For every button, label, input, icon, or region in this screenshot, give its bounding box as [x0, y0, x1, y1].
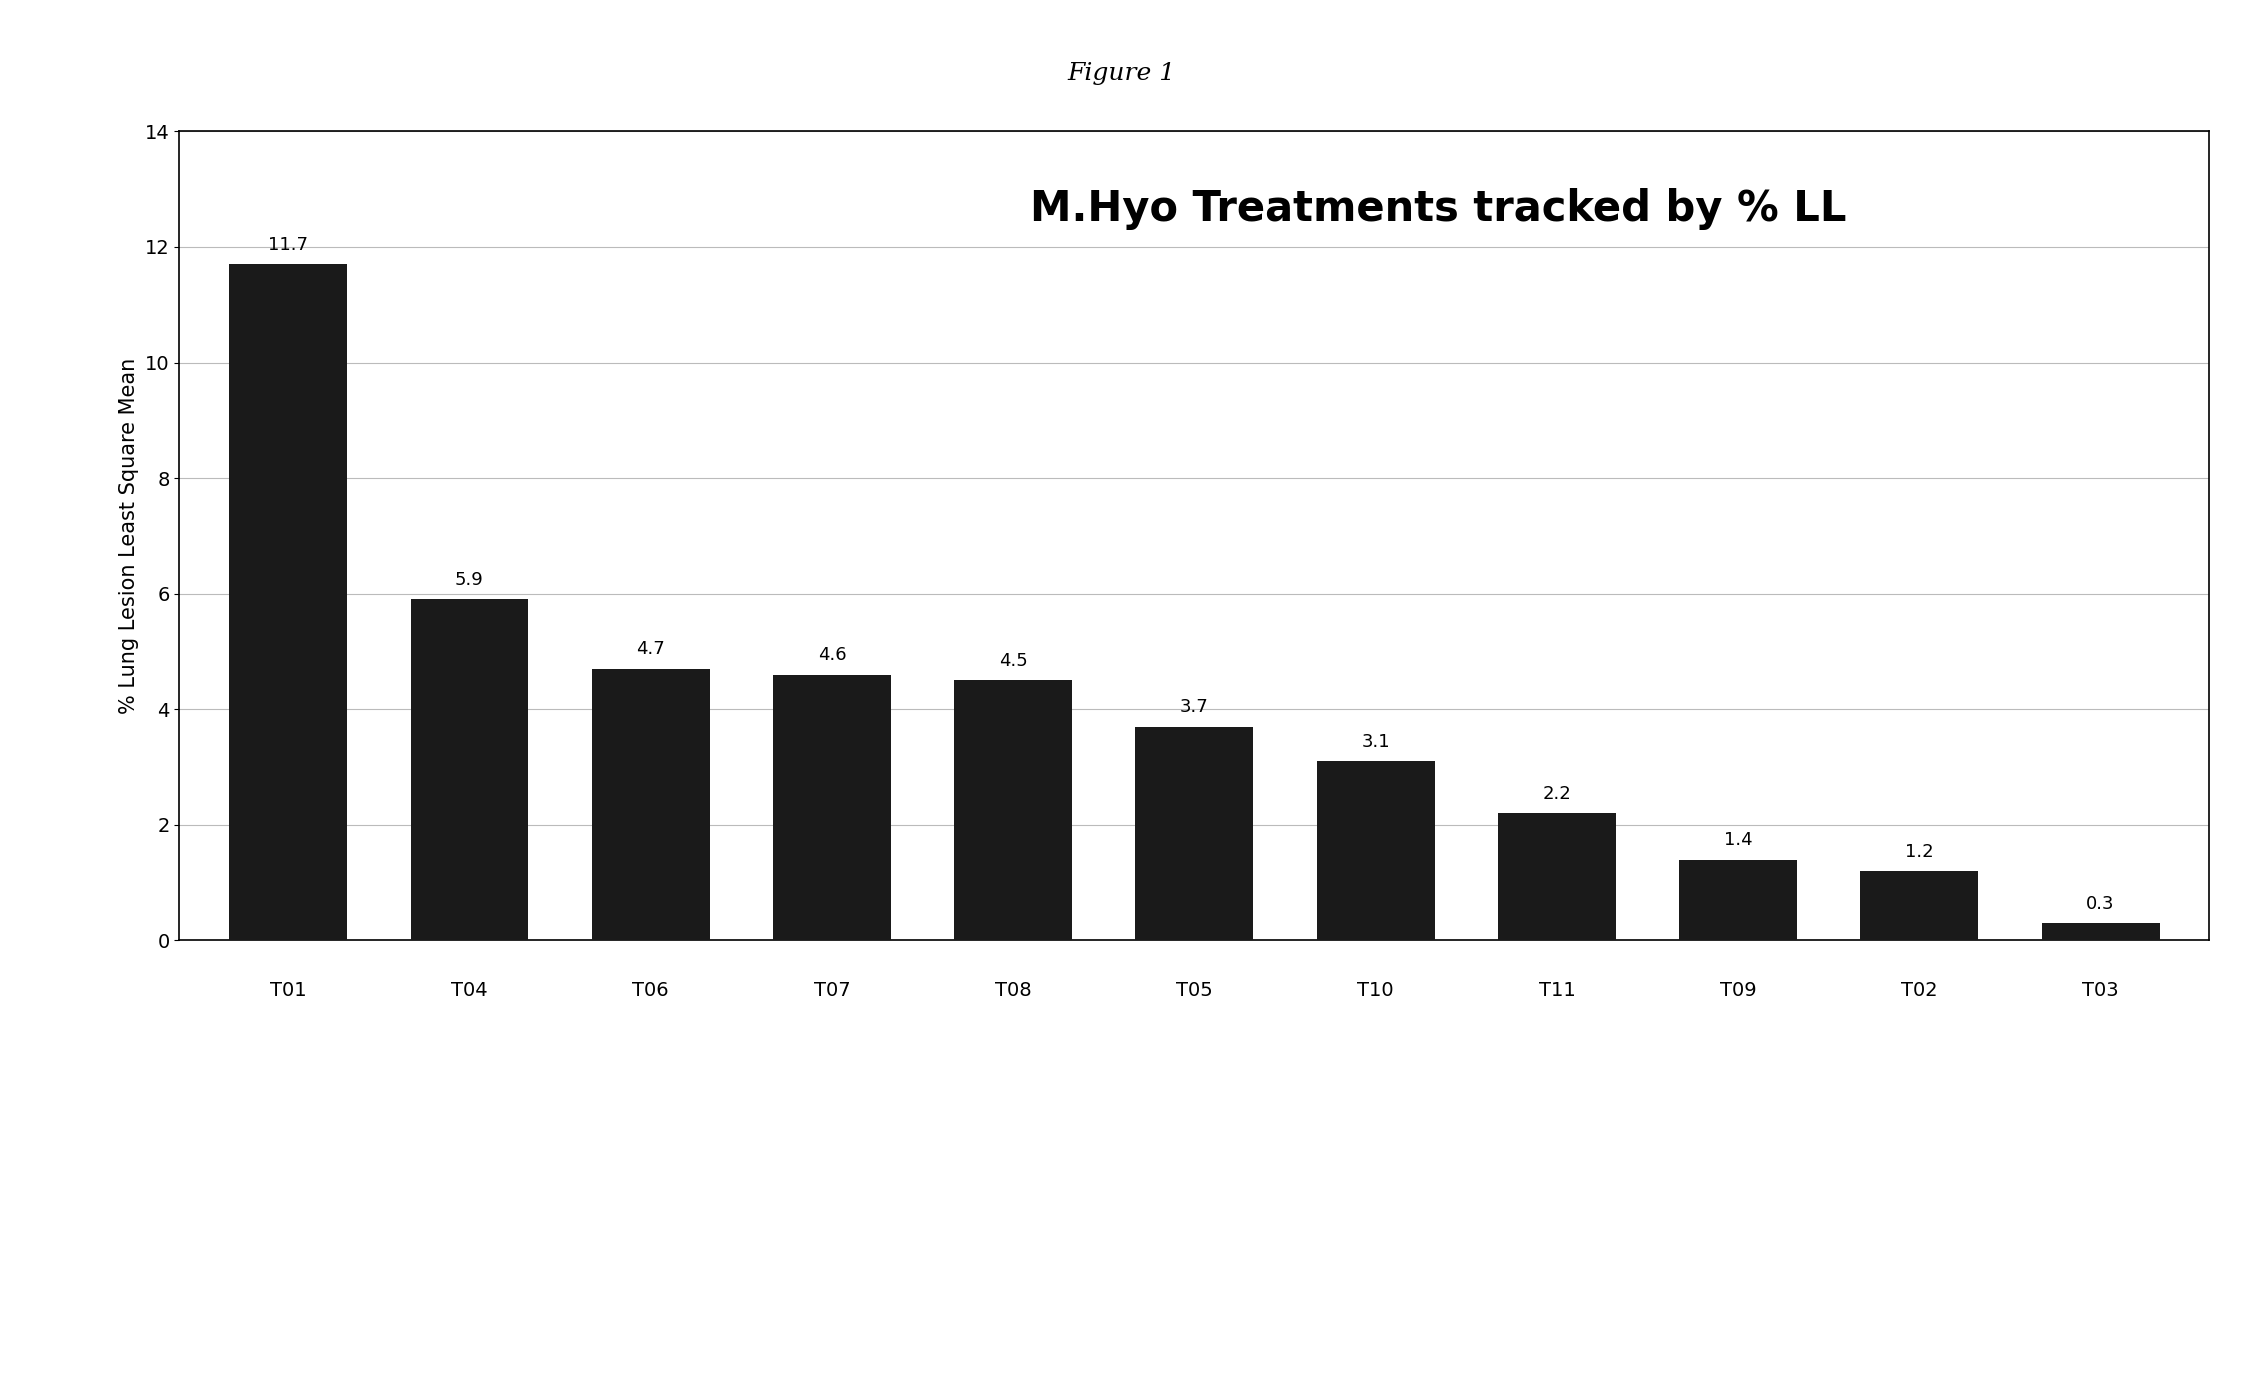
Bar: [229, 264, 348, 940]
Bar: [774, 675, 890, 940]
Bar: [1859, 871, 1978, 940]
Y-axis label: % Lung Lesion Least Square Mean: % Lung Lesion Least Square Mean: [119, 358, 139, 714]
Bar: [410, 599, 529, 940]
Bar: [953, 680, 1072, 940]
Text: 4.5: 4.5: [998, 651, 1027, 669]
Bar: [1680, 859, 1797, 940]
Text: 3.7: 3.7: [1180, 698, 1209, 716]
Text: T09: T09: [1720, 981, 1756, 1000]
Text: Figure 1: Figure 1: [1068, 62, 1175, 86]
Text: T02: T02: [1902, 981, 1938, 1000]
Text: T11: T11: [1539, 981, 1575, 1000]
Text: T10: T10: [1357, 981, 1393, 1000]
Text: T05: T05: [1175, 981, 1213, 1000]
Bar: [592, 669, 709, 940]
Bar: [1317, 761, 1436, 940]
Text: T06: T06: [633, 981, 668, 1000]
Text: 5.9: 5.9: [455, 571, 484, 589]
Text: T01: T01: [269, 981, 307, 1000]
Text: 4.7: 4.7: [637, 640, 664, 658]
Bar: [1135, 726, 1254, 940]
Bar: [1498, 813, 1615, 940]
Text: T07: T07: [814, 981, 850, 1000]
Text: 3.1: 3.1: [1362, 733, 1391, 751]
Text: M.Hyo Treatments tracked by % LL: M.Hyo Treatments tracked by % LL: [1030, 188, 1846, 230]
Text: T03: T03: [2082, 981, 2120, 1000]
Text: 2.2: 2.2: [1543, 786, 1572, 804]
Text: T04: T04: [451, 981, 487, 1000]
Text: T08: T08: [996, 981, 1032, 1000]
Text: 11.7: 11.7: [269, 236, 307, 254]
Text: 4.6: 4.6: [819, 646, 846, 664]
Text: 0.3: 0.3: [2086, 895, 2115, 913]
Text: 1.4: 1.4: [1725, 831, 1752, 849]
Bar: [2041, 922, 2160, 940]
Text: 1.2: 1.2: [1904, 842, 1933, 860]
